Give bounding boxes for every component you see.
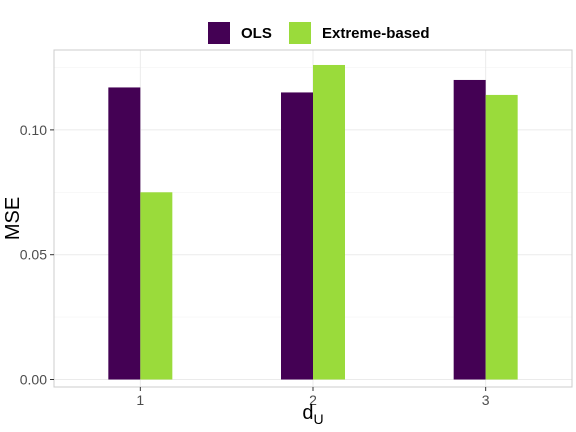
legend-key <box>208 22 230 44</box>
x-tick-label: 3 <box>482 392 490 408</box>
bar-extreme-based-1 <box>140 192 173 380</box>
y-tick-label: 0.10 <box>20 122 47 138</box>
bar-extreme-based-2 <box>313 64 345 380</box>
legend-item-extreme-based: Extreme-based <box>289 22 430 44</box>
y-axis-title: MSE <box>2 197 24 240</box>
x-tick-label: 1 <box>136 392 144 408</box>
legend: OLS Extreme-based <box>208 22 430 44</box>
y-tick-label: 0.00 <box>20 372 47 388</box>
x-axis: 1 2 3 <box>136 387 490 408</box>
bar-ols-3 <box>453 79 486 380</box>
bar-ols-2 <box>281 92 313 380</box>
bars <box>108 64 518 380</box>
legend-label: OLS <box>241 25 272 42</box>
legend-key <box>289 22 311 44</box>
y-axis: 0.00 0.05 0.10 <box>20 122 54 388</box>
x-tick-label: 2 <box>309 392 317 408</box>
legend-label: Extreme-based <box>322 25 430 42</box>
bar-ols-1 <box>108 87 141 380</box>
bar-extreme-based-3 <box>485 94 518 380</box>
x-axis-title: dU <box>302 402 323 427</box>
x-axis-title-subscript: U <box>314 411 324 427</box>
y-tick-label: 0.05 <box>20 247 47 263</box>
legend-item-ols: OLS <box>208 22 272 44</box>
x-axis-title-main: d <box>302 402 313 424</box>
